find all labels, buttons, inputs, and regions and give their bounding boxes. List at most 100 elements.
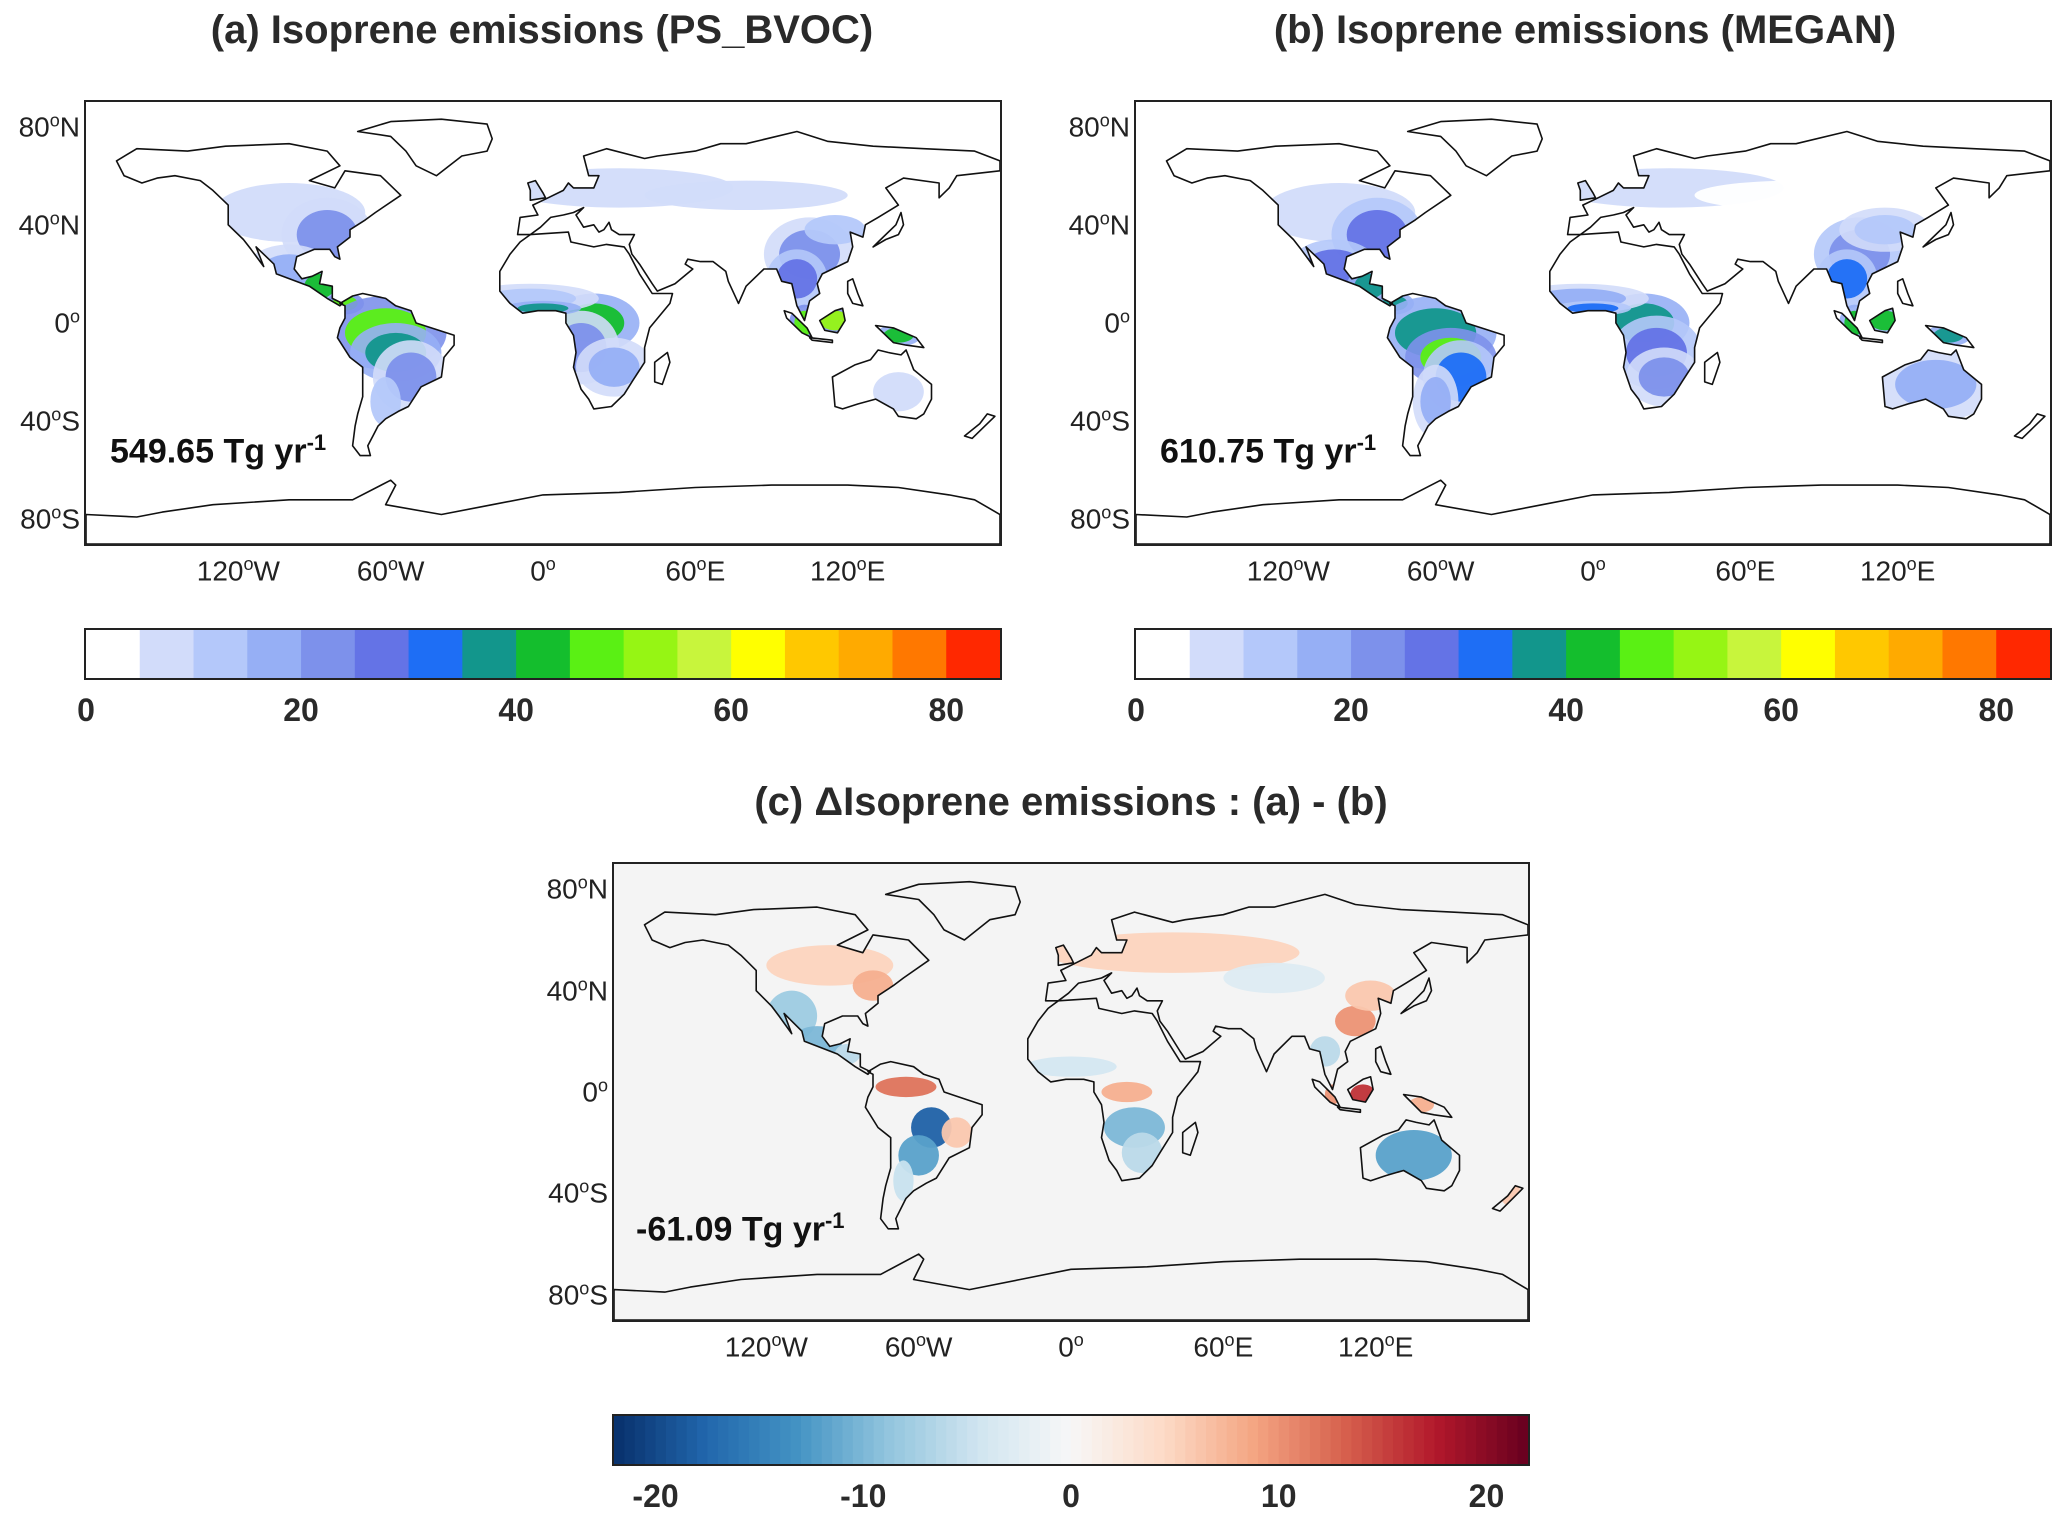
colorbar-swatch [731,630,786,678]
colorbar-swatch [892,630,947,678]
emission-cell [1121,1132,1163,1174]
coastline-australia [831,349,933,420]
lon-tick-label: 60oW [1406,554,1475,587]
lat-tick-label: 80oS [1070,502,1130,536]
coastline-south-america [1386,292,1505,457]
coastline-africa [1027,997,1202,1182]
coastline-philippines [1374,1045,1392,1076]
colorbar-swatch [1372,1416,1384,1464]
colorbar-swatch [1237,1416,1249,1464]
panel-b-total: 610.75 Tg yr-1 [1160,430,1377,471]
colorbar-swatch [780,1416,792,1464]
colorbar-swatch [677,630,732,678]
colorbar-swatch [863,1416,875,1464]
colorbar-swatch [769,1416,781,1464]
colorbar-swatch [1351,630,1406,678]
emission-cell [893,1160,914,1201]
coastline-japan [872,211,905,248]
coastline-antarctica [614,1253,1528,1320]
colorbar-swatch [1455,1416,1467,1464]
colorbar-swatch [1174,1416,1186,1464]
colorbar-swatch [873,1416,885,1464]
lat-tick-label: 40oN [546,973,608,1007]
colorbar-swatch [1361,1416,1373,1464]
colorbar-swatch [1289,1416,1301,1464]
panel-a-map-canvas [86,102,1000,544]
colorbar-swatch [1392,1416,1404,1464]
colorbar-swatch [1566,630,1621,678]
colorbar-swatch [1136,630,1191,678]
lat-tick-label: 80oS [548,1277,608,1311]
colorbar-tick-label: 20 [283,692,319,728]
lon-tick-label: 0o [530,554,556,587]
colorbar-swatch [759,1416,771,1464]
coastline-uk [1055,944,1075,967]
colorbar-tick-label: 10 [1260,1478,1297,1514]
colorbar-swatch [946,630,1000,678]
colorbar-swatch [1195,1416,1207,1464]
lat-tick-label: 0o [582,1075,608,1108]
colorbar-swatch [894,1416,906,1464]
colorbar-swatch [1404,630,1460,678]
emission-cell [1694,180,1898,211]
colorbar-swatch [915,1416,927,1464]
colorbar-swatch [139,630,195,678]
colorbar-swatch [193,630,248,678]
coastline-new-guinea [1402,1093,1453,1119]
colorbar-swatch [838,630,894,678]
colorbar-swatch [634,1416,646,1464]
colorbar-swatch [408,630,463,678]
colorbar-swatch [1243,630,1298,678]
colorbar-swatch [686,1416,698,1464]
colorbar-swatch [623,630,679,678]
colorbar-swatch [821,1416,833,1464]
colorbar-swatch [1278,1416,1290,1464]
colorbar-swatch [790,1416,802,1464]
coastline-new-guinea [874,324,925,349]
colorbar-swatch [1413,1416,1425,1464]
lon-tick-label: 60oW [884,1330,953,1363]
colorbar-swatch [1257,1416,1269,1464]
coastline-new-zealand [2013,413,2046,440]
emission-cell [644,180,848,211]
colorbar-swatch [998,1416,1010,1464]
colorbar-swatch [1081,1416,1093,1464]
coastline-australia [1359,1119,1461,1192]
lat-tick-label: 40oS [548,1176,608,1209]
lon-tick-label: 60oE [1193,1330,1254,1363]
coastline-africa [499,231,674,410]
colorbar-swatch [655,1416,667,1464]
lon-tick-label: 0o [1058,1330,1084,1363]
coastline-uk [527,179,547,201]
colorbar-swatches [1136,630,2050,678]
colorbar-swatch [1060,1416,1072,1464]
coastline-south-america [336,292,455,457]
panel-c-total: -61.09 Tg yr-1 [636,1208,845,1249]
coastline-madagascar [653,351,671,386]
lat-tick-label: 40oN [18,208,80,241]
colorbar-swatch [1330,1416,1342,1464]
coastline-antarctica [86,479,1000,544]
colorbar-tick-label: -20 [632,1478,679,1514]
colorbar-swatch [1512,630,1567,678]
colorbar-swatch [1102,1416,1114,1464]
lat-tick-label: 0o [54,306,80,339]
coastline-java [1858,336,1884,344]
colorbar-swatch [86,630,141,678]
colorbar-swatch [1942,630,1997,678]
colorbar-swatch [884,1416,896,1464]
coastline-eurasia [1044,893,1528,1091]
coastline-greenland [356,118,493,177]
colorbar-swatch [1673,630,1729,678]
colorbar-swatch [728,1416,740,1464]
coastline-japan [1922,211,1955,248]
emission-cell [873,372,924,412]
colorbar-swatch [1496,1416,1508,1464]
colorbar-swatch [1403,1416,1415,1464]
panel-b-map [1134,100,2052,546]
emission-cell [1223,962,1325,994]
colorbar-swatch [1143,1416,1155,1464]
panel-a-title: (a) Isoprene emissions (PS_BVOC) [210,8,874,52]
colorbar-swatch [354,630,410,678]
colorbar-swatch [1008,1416,1020,1464]
